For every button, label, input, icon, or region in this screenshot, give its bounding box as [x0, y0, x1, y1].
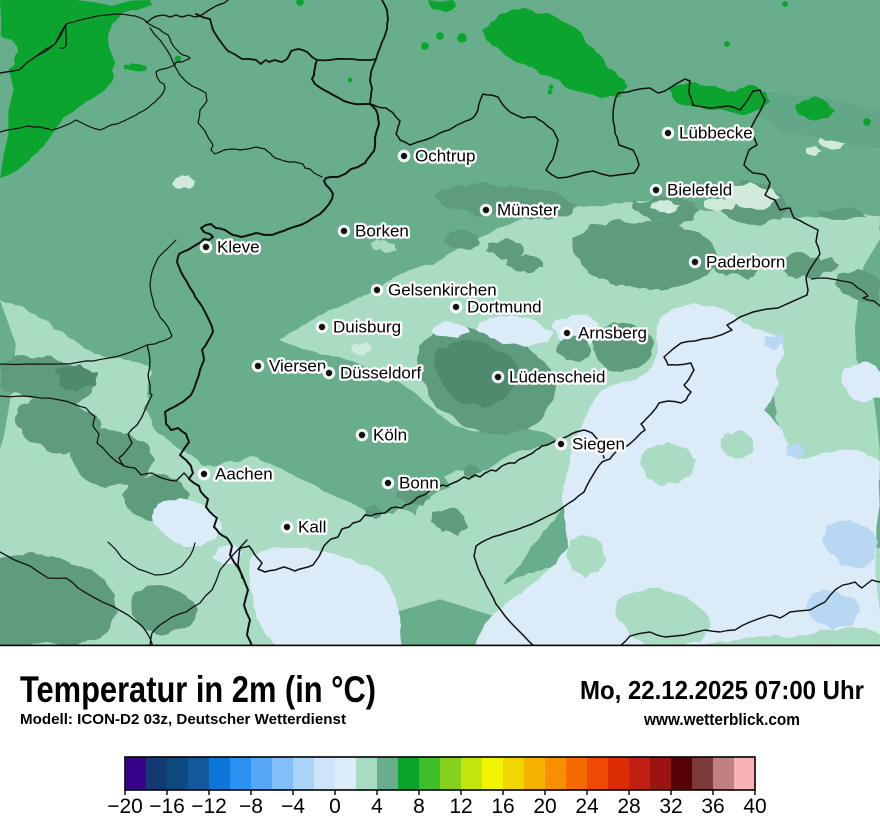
svg-text:Siegen: Siegen	[572, 435, 625, 454]
svg-text:Köln: Köln	[373, 426, 407, 445]
svg-text:Temperatur in 2m (in °C): Temperatur in 2m (in °C)	[20, 669, 376, 710]
svg-text:20: 20	[533, 795, 556, 818]
svg-text:Modell: ICON-D2 03z, Deutscher: Modell: ICON-D2 03z, Deutscher Wetterdie…	[20, 711, 346, 728]
svg-text:16: 16	[491, 795, 514, 818]
svg-text:Dortmund: Dortmund	[467, 298, 542, 317]
svg-text:Aachen: Aachen	[215, 465, 273, 484]
svg-text:−4: −4	[281, 795, 305, 818]
svg-text:Gelsenkirchen: Gelsenkirchen	[388, 281, 497, 300]
svg-text:Viersen: Viersen	[269, 357, 326, 376]
svg-text:32: 32	[659, 795, 682, 818]
svg-text:Kleve: Kleve	[217, 238, 260, 257]
svg-text:Paderborn: Paderborn	[706, 253, 785, 272]
svg-text:www.wetterblick.com: www.wetterblick.com	[643, 710, 800, 729]
svg-text:28: 28	[617, 795, 640, 818]
svg-text:4: 4	[371, 795, 383, 818]
svg-text:Ochtrup: Ochtrup	[415, 147, 475, 166]
svg-text:Duisburg: Duisburg	[333, 318, 401, 337]
svg-text:−20: −20	[107, 795, 143, 818]
svg-text:Arnsberg: Arnsberg	[578, 324, 647, 343]
svg-text:Düsseldorf: Düsseldorf	[340, 364, 422, 383]
svg-text:12: 12	[449, 795, 472, 818]
svg-text:Kall: Kall	[298, 518, 326, 537]
svg-text:40: 40	[743, 795, 766, 818]
svg-text:36: 36	[701, 795, 724, 818]
svg-text:−16: −16	[149, 795, 185, 818]
svg-text:Münster: Münster	[497, 201, 559, 220]
svg-text:Bonn: Bonn	[399, 474, 439, 493]
svg-text:Borken: Borken	[355, 222, 409, 241]
svg-text:24: 24	[575, 795, 599, 818]
svg-text:−8: −8	[239, 795, 263, 818]
svg-text:Lübbecke: Lübbecke	[679, 124, 753, 143]
svg-text:0: 0	[329, 795, 341, 818]
svg-text:−12: −12	[191, 795, 227, 818]
svg-text:Bielefeld: Bielefeld	[667, 181, 732, 200]
svg-text:Mo, 22.12.2025 07:00 Uhr: Mo, 22.12.2025 07:00 Uhr	[580, 675, 864, 705]
svg-text:Lüdenscheid: Lüdenscheid	[509, 368, 605, 387]
svg-text:8: 8	[413, 795, 425, 818]
